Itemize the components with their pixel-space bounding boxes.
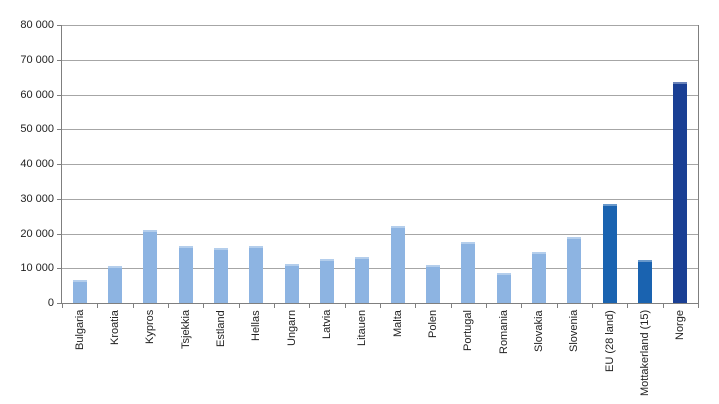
bar-estland: [214, 248, 228, 303]
x-tick-mark: [415, 303, 416, 308]
x-tick-label: Norge: [674, 310, 686, 340]
x-tick-mark: [168, 303, 169, 308]
y-tick-mark: [57, 164, 61, 165]
bar-polen: [426, 265, 440, 303]
x-tick-mark: [380, 303, 381, 308]
x-tick-mark: [521, 303, 522, 308]
bar-slovakia: [532, 252, 546, 303]
x-tick-label: Hellas: [250, 310, 262, 341]
x-tick-label: Kroatia: [109, 310, 121, 345]
x-tick-mark: [698, 303, 699, 308]
bar-romania: [497, 273, 511, 303]
x-axis-line: [58, 303, 699, 304]
y-tick-label: 40 000: [20, 158, 54, 170]
x-tick-mark: [451, 303, 452, 308]
x-tick-mark: [203, 303, 204, 308]
y-tick-label: 20 000: [20, 228, 54, 240]
x-tick-mark: [274, 303, 275, 308]
x-tick-mark: [486, 303, 487, 308]
gridline: [62, 199, 698, 200]
y-tick-mark: [57, 268, 61, 269]
y-tick-label: 0: [47, 297, 54, 309]
x-tick-mark: [62, 303, 63, 308]
y-tick-label: 70 000: [20, 54, 54, 66]
gridline: [62, 234, 698, 235]
x-tick-label: Litauen: [356, 309, 368, 346]
x-tick-label: Kypros: [144, 309, 156, 344]
bar-litauen: [355, 257, 369, 303]
x-tick-label: Slovakia: [533, 310, 545, 352]
x-tick-label: EU (28 land): [604, 310, 616, 372]
plot-right-border: [698, 25, 699, 304]
gridline: [62, 268, 698, 269]
gridline: [62, 25, 698, 26]
x-tick-mark: [345, 303, 346, 308]
gridline: [62, 129, 698, 130]
x-tick-mark: [627, 303, 628, 308]
bar-hellas: [249, 246, 263, 303]
x-tick-label: Mottakerland (15): [639, 309, 651, 396]
y-tick-mark: [57, 199, 61, 200]
y-tick-label: 10 000: [20, 262, 54, 274]
x-tick-label: Romania: [498, 309, 510, 354]
y-tick-label: 50 000: [20, 123, 54, 135]
x-tick-mark: [239, 303, 240, 308]
bar-norge: [673, 82, 687, 303]
y-tick-label: 30 000: [20, 193, 54, 205]
y-tick-mark: [57, 234, 61, 235]
x-tick-label: Malta: [392, 310, 404, 337]
bar-bulgaria: [73, 280, 87, 303]
y-tick-label: 80 000: [20, 19, 54, 31]
x-tick-mark: [309, 303, 310, 308]
y-tick-mark: [57, 60, 61, 61]
x-tick-mark: [97, 303, 98, 308]
bar-kypros: [143, 230, 157, 303]
bar-portugal: [461, 242, 475, 303]
x-tick-label: Portugal: [462, 310, 474, 351]
bar-mottakerland-15: [638, 260, 652, 303]
bar-kroatia: [108, 266, 122, 303]
y-axis-line: [61, 25, 62, 304]
x-tick-mark: [592, 303, 593, 308]
y-tick-mark: [57, 95, 61, 96]
y-tick-mark: [57, 129, 61, 130]
gridline: [62, 60, 698, 61]
x-tick-label: Ungarn: [286, 309, 298, 346]
x-tick-label: Polen: [427, 309, 439, 338]
x-tick-mark: [133, 303, 134, 308]
y-tick-label: 60 000: [20, 89, 54, 101]
x-tick-label: Tsjekkia: [180, 309, 192, 349]
bar-malta: [391, 226, 405, 303]
x-tick-mark: [663, 303, 664, 308]
x-tick-mark: [557, 303, 558, 308]
bar-eu-28-land: [603, 204, 617, 303]
gridline: [62, 164, 698, 165]
bar-latvia: [320, 259, 334, 303]
gridline: [62, 95, 698, 96]
bar-slovenia: [567, 237, 581, 303]
x-tick-label: Estland: [215, 310, 227, 347]
x-tick-label: Bulgaria: [74, 309, 86, 350]
bar-tsjekkia: [179, 246, 193, 303]
bar-ungarn: [285, 264, 299, 303]
y-tick-mark: [57, 25, 61, 26]
x-tick-label: Slovenia: [568, 309, 580, 352]
x-tick-label: Latvia: [321, 309, 333, 339]
